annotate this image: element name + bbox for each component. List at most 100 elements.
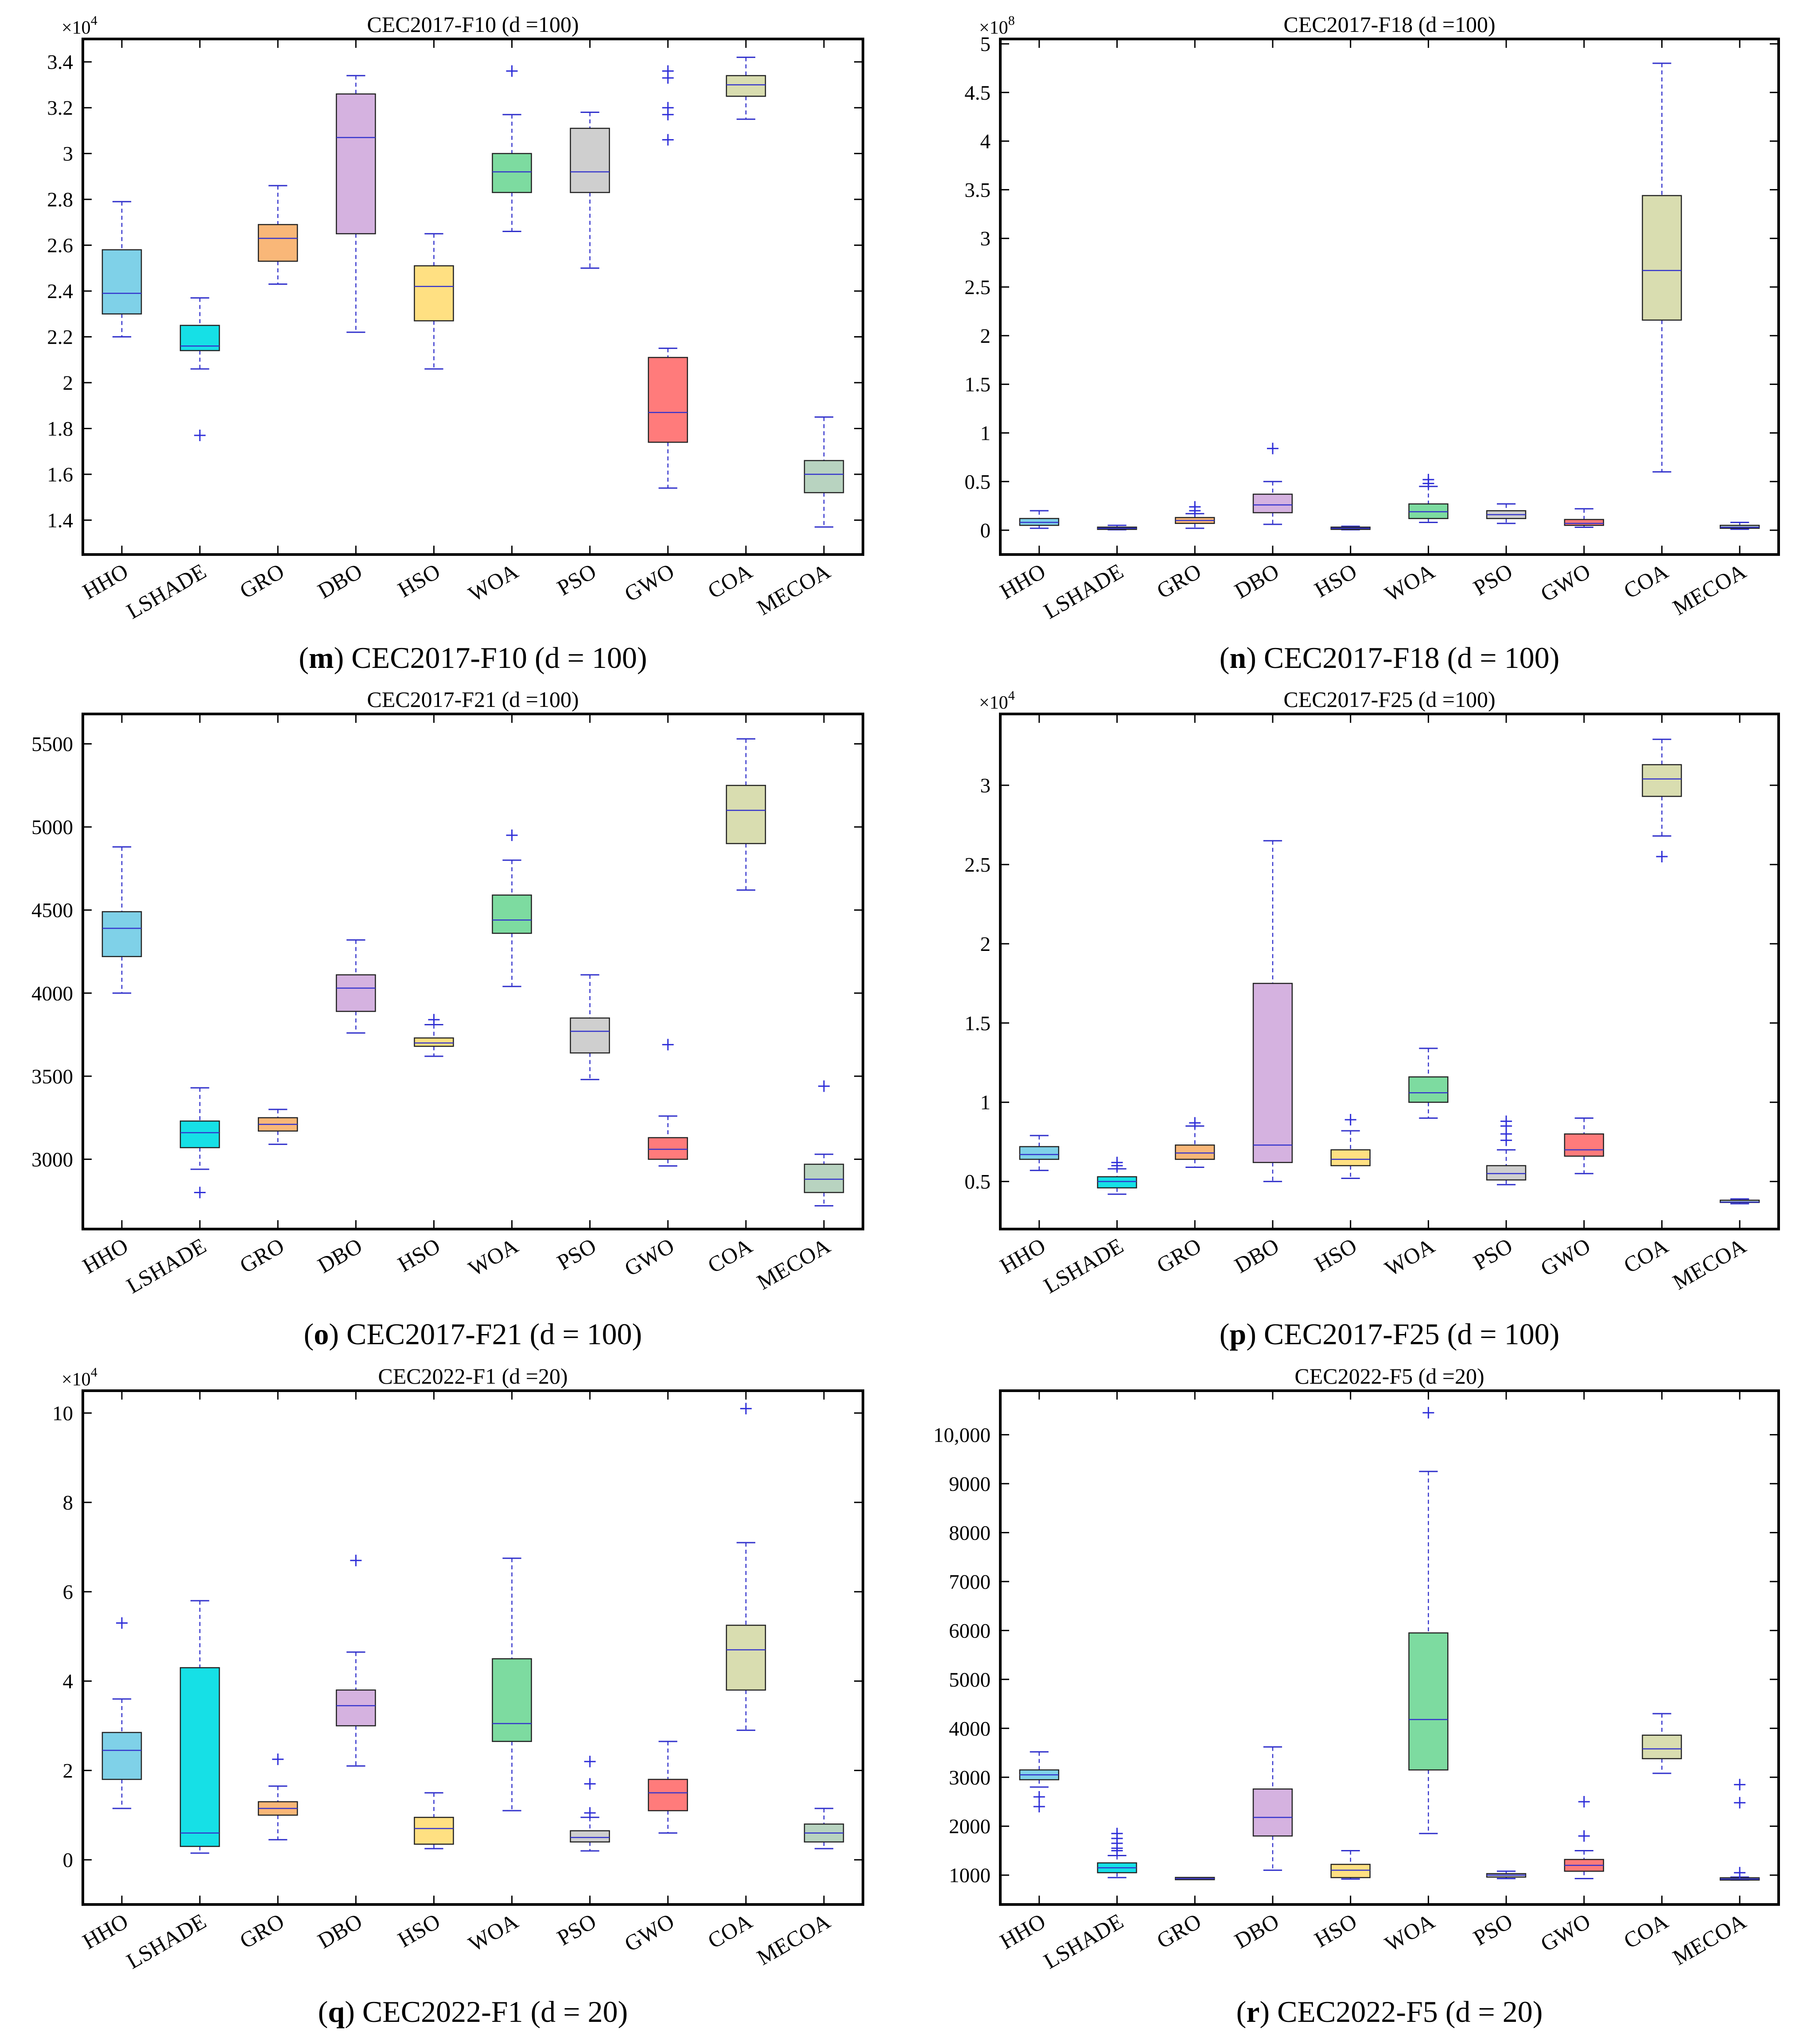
axis-exponent-power: 4	[91, 1365, 97, 1380]
y-tick-label: 1.8	[47, 417, 73, 440]
outlier-marker	[1111, 1845, 1123, 1857]
outlier-marker	[584, 1807, 596, 1819]
y-tick-label: 2.5	[964, 853, 991, 877]
y-tick-label: 1000	[949, 1864, 991, 1887]
box-mecoa: MECOA	[753, 1391, 844, 1970]
axis-exponent-base: ×10	[62, 18, 91, 38]
y-tick-label: 2.4	[47, 280, 73, 303]
caption-text: CEC2022-F1 (d = 20)	[362, 1995, 628, 2028]
outlier-marker	[506, 65, 518, 77]
x-category-label: GRO	[235, 1233, 288, 1278]
box-gro: GRO	[235, 39, 298, 603]
panel-caption: (m) CEC2017-F10 (d = 100)	[299, 641, 647, 675]
plot-frame	[82, 1389, 864, 1906]
axis-exponent-power: 8	[1008, 13, 1015, 28]
panel-caption: (p) CEC2017-F25 (d = 100)	[1220, 1317, 1560, 1351]
box-iqr	[1252, 983, 1293, 1163]
axis-exponent-power: 4	[91, 13, 97, 28]
y-tick-label: 2.8	[47, 188, 73, 211]
box-iqr	[726, 1625, 766, 1691]
y-tick-label: 4500	[31, 899, 73, 922]
outlier-marker	[1267, 442, 1278, 454]
x-category-label: MECOA	[753, 559, 834, 620]
y-tick-label: 4	[63, 1670, 74, 1693]
box-woa: WOA	[1380, 1391, 1449, 1956]
chart-panel-3: CEC2017-F25 (d =100) ×104 0.5 1 1.5 2 2.5 3 HHOL…	[964, 687, 1780, 1351]
y-tick-label: 4000	[949, 1717, 991, 1740]
box-iqr	[1330, 1864, 1371, 1878]
x-category-label: HSO	[1310, 559, 1361, 602]
box-iqr	[336, 93, 376, 234]
panel-caption: (r) CEC2022-F5 (d = 20)	[1236, 1995, 1543, 2028]
box-woa: WOA	[464, 714, 532, 1281]
box-gwo: GWO	[620, 714, 688, 1281]
outlier-marker	[428, 1014, 440, 1026]
box-hho: HHO	[78, 1391, 142, 1954]
caption-paren-open: (	[304, 1317, 314, 1351]
box-lshade: LSHADE	[1039, 1391, 1137, 1974]
box-iqr	[179, 1667, 220, 1847]
box-dbo: DBO	[313, 714, 376, 1278]
caption-paren-open: (	[1220, 1317, 1230, 1351]
box-iqr	[570, 128, 610, 193]
box-hho: HHO	[996, 714, 1060, 1279]
box-pso: PSO	[1469, 39, 1527, 600]
x-category-label: WOA	[464, 1908, 522, 1956]
x-category-label: GRO	[1152, 1233, 1205, 1278]
x-category-label: PSO	[553, 1908, 600, 1950]
x-category-label: GRO	[1152, 559, 1205, 603]
box-coa: COA	[1620, 714, 1682, 1278]
axis-exponent: ×104	[979, 688, 1015, 713]
plot-frame	[82, 713, 864, 1230]
outlier-marker	[1500, 1134, 1512, 1146]
chart-title: CEC2017-F10 (d =100)	[367, 12, 579, 37]
y-tick-label: 3	[980, 774, 991, 797]
outlier-marker	[350, 1555, 362, 1567]
box-lshade: LSHADE	[122, 1391, 220, 1974]
outlier-marker	[662, 134, 674, 146]
box-gwo: GWO	[1536, 1391, 1604, 1956]
chart-title: CEC2017-F18 (d =100)	[1283, 12, 1495, 37]
y-tick-label: 5000	[949, 1668, 991, 1691]
x-category-label: DBO	[313, 559, 366, 603]
box-coa: COA	[1620, 1391, 1682, 1953]
x-category-label: GRO	[1152, 1908, 1205, 1953]
box-hso: HSO	[1310, 39, 1371, 602]
caption-text: CEC2022-F5 (d = 20)	[1277, 1995, 1543, 2028]
x-category-label: PSO	[1469, 559, 1516, 600]
y-tick-label: 3.4	[47, 51, 73, 74]
box-pso: PSO	[553, 39, 610, 600]
box-woa: WOA	[1380, 714, 1449, 1281]
y-tick-label: 7000	[949, 1571, 991, 1594]
y-tick-label: 2	[980, 325, 991, 348]
chart-panel-1: CEC2017-F18 (d =100) ×108 0 0.5 1 1.5 2 2.5 3 3.5…	[964, 12, 1780, 675]
box-dbo: DBO	[1230, 714, 1293, 1278]
outlier-marker	[1422, 477, 1434, 489]
y-tick-label: 2	[63, 372, 74, 395]
chart-panel-0: CEC2017-F10 (d =100) ×104 1.4 1.6 1.8 2 2.2 2.4…	[47, 12, 864, 675]
x-category-label: HSO	[393, 559, 444, 602]
caption-text: CEC2017-F25 (d = 100)	[1264, 1317, 1559, 1351]
y-tick-label: 1	[980, 422, 991, 445]
caption-paren-open: (	[1220, 641, 1230, 675]
caption-letter: q	[328, 1995, 345, 2028]
box-iqr	[492, 894, 532, 934]
x-category-label: MECOA	[753, 1233, 834, 1295]
plot-frame	[999, 1389, 1780, 1906]
box-iqr	[414, 1817, 454, 1845]
x-category-label: HHO	[78, 1908, 132, 1954]
x-category-label: WOA	[1380, 1233, 1438, 1281]
outlier-marker	[818, 1080, 830, 1092]
y-tick-label: 4	[980, 130, 991, 153]
box-iqr	[1175, 1144, 1215, 1160]
box-iqr	[1642, 764, 1682, 797]
box-gro: GRO	[235, 1391, 298, 1953]
y-tick-label: 1.6	[47, 463, 73, 486]
x-category-label: COA	[703, 1233, 756, 1278]
box-coa: COA	[1620, 39, 1682, 603]
chart-title: CEC2022-F1 (d =20)	[378, 1364, 567, 1389]
outlier-marker	[1734, 1867, 1746, 1879]
outlier-marker	[1033, 1801, 1045, 1813]
box-iqr	[1564, 519, 1604, 526]
